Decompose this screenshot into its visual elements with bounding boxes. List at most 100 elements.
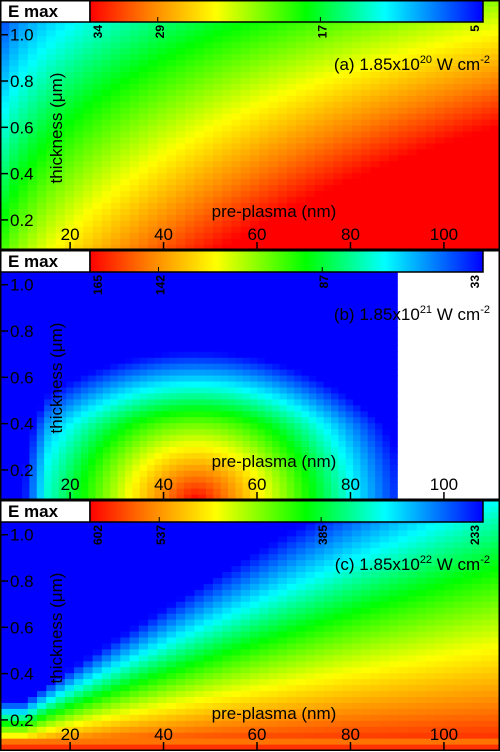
heatmap-cell [14,470,23,477]
heatmap-cell [0,630,10,638]
heatmap-cell [36,410,45,418]
heatmap-cell [111,238,121,245]
heatmap-cell [117,470,126,477]
heatmap-cell [407,196,418,203]
heatmap-cell [481,208,492,215]
heatmap-cell [9,595,20,602]
y-tick-label: 0.4 [10,415,34,434]
heatmap-cell [242,291,251,299]
heatmap-cell [259,136,270,144]
heatmap-cell [308,434,317,442]
heatmap-cell [9,613,20,620]
heatmap-cell [139,428,148,436]
heatmap-cell [388,95,399,102]
heatmap-cell [120,125,131,132]
heatmap-cell [314,77,325,84]
heatmap-cell [0,160,10,168]
heatmap-cell [268,47,279,55]
heatmap-cell [481,0,492,7]
heatmap-cell [95,458,104,465]
heatmap-cell [9,107,20,114]
heatmap-cell [333,166,344,174]
heatmap-cell [36,321,45,328]
heatmap-cell [36,386,45,394]
heatmap-cell [481,11,492,19]
heatmap-cell [92,29,103,37]
heatmap-cell [353,452,362,459]
heatmap-cell [305,125,316,132]
heatmap-cell [388,113,399,120]
heatmap-cell [0,369,8,376]
heatmap-cell [14,291,23,299]
heatmap-cell [416,107,427,114]
heatmap-cell [125,285,133,293]
heatmap-cell [250,47,260,55]
heatmap-cell [9,47,20,55]
heatmap-cell [250,333,259,340]
heatmap-cell [132,369,141,376]
heatmap-cell [425,220,436,227]
heatmap-cell [231,142,242,150]
heatmap-cell [101,244,112,251]
heatmap-cell [129,172,140,180]
heatmap-cell [185,89,196,96]
heatmap-cell [185,130,196,138]
heatmap-cell [235,339,244,346]
heatmap-cell [360,297,369,305]
heatmap-cell [157,101,168,108]
heatmap-cell [198,357,207,364]
heatmap-cell [264,363,273,370]
heatmap-cell [250,291,259,299]
heatmap-cell [294,369,303,376]
heatmap-cell [212,125,223,132]
heatmap-cell [36,279,45,287]
heatmap-cell [129,113,140,120]
heatmap-cell [154,452,163,459]
heatmap-cell [120,89,131,96]
heatmap-cell [110,416,119,424]
heatmap-cell [74,23,84,31]
heatmap-cell [101,178,112,186]
heatmap-cell [314,113,325,120]
heatmap-cell [333,47,344,55]
heatmap-cell [324,71,334,78]
heatmap-cell [154,404,163,412]
heatmap-cell [74,732,84,739]
heatmap-cell [51,476,60,483]
heatmap-cell [37,553,47,561]
heatmap-cell [250,83,260,90]
heatmap-cell [138,136,149,144]
heatmap-cell [29,488,38,495]
heatmap-cell [102,345,111,352]
heatmap-cell [73,446,82,453]
heatmap-cell [120,59,131,67]
heatmap-cell [129,148,140,156]
heatmap-cell [138,154,149,162]
heatmap-cell [139,363,148,370]
heatmap-cell [361,148,371,156]
heatmap-cell [301,297,310,305]
heatmap-cell [481,190,492,198]
heatmap-cell [351,47,362,55]
heatmap-cell [453,202,464,209]
heatmap-cell [314,101,325,108]
heatmap-cell [279,446,288,453]
heatmap-cell [203,184,214,192]
heatmap-cell [129,184,140,192]
heatmap-cell [481,142,492,150]
heatmap-cell [324,226,334,233]
heatmap-cell [102,291,111,299]
heatmap-cell [88,398,97,406]
heatmap-cell [324,29,334,37]
heatmap-cell [102,434,111,442]
heatmap-cell [120,208,131,215]
heatmap-cell [333,35,344,43]
heatmap-cell [129,89,140,96]
heatmap-cell [331,351,339,358]
heatmap-cell [110,404,119,412]
heatmap-cell [324,53,334,61]
heatmap-cell [154,279,163,287]
heatmap-cell [257,398,266,406]
heatmap-cell [18,583,29,590]
heatmap-cell [110,315,119,323]
